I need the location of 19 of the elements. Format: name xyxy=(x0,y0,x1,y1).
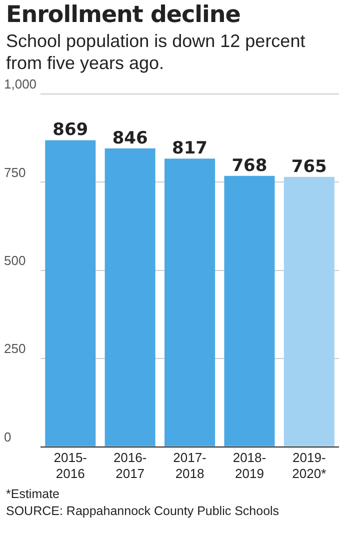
y-tick-label: 1,000 xyxy=(4,76,37,92)
chart-subtitle: School population is down 12 percent from five years ago. xyxy=(6,30,306,74)
data-label: 817 xyxy=(172,138,208,158)
x-tick-label: 2019- 2020* xyxy=(292,450,326,481)
y-tick-label: 250 xyxy=(4,341,26,356)
y-tick-label: 750 xyxy=(4,164,26,180)
x-tick-label: 2016- 2017 xyxy=(113,450,147,481)
y-tick-label: 0 xyxy=(4,429,12,444)
text: *Estimate xyxy=(6,486,60,503)
source-note: SOURCE: Rappahannock County Public Schools xyxy=(6,503,280,520)
y-tick-label: 500 xyxy=(4,252,26,268)
x-tick-label: 2018- 2019 xyxy=(232,450,266,481)
data-label: 846 xyxy=(112,128,148,148)
x-tick-label: 2017- 2018 xyxy=(173,450,206,481)
data-label: 768 xyxy=(232,156,268,176)
data-label: 869 xyxy=(52,120,88,140)
chart-title: Enrollment decline xyxy=(6,2,242,28)
data-label: 765 xyxy=(291,156,327,177)
x-tick-label: 2015- 2016 xyxy=(54,450,88,481)
